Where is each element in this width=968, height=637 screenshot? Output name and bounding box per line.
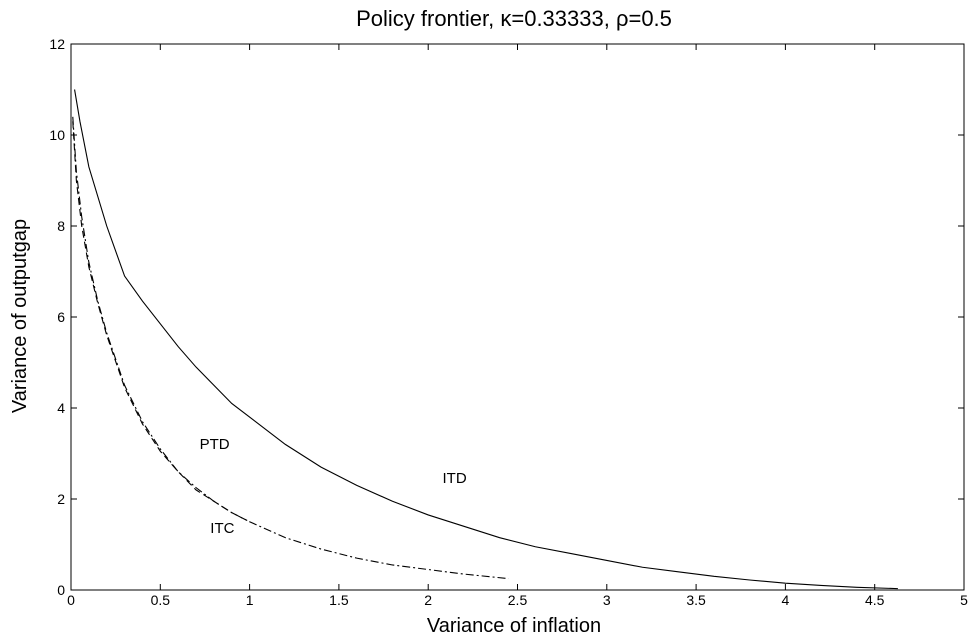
x-tick-label: 4: [782, 592, 790, 608]
x-tick-label: 2.5: [508, 592, 528, 608]
x-tick-label: 0: [67, 592, 75, 608]
annotation-itd: ITD: [442, 470, 466, 487]
chart-title: Policy frontier, κ=0.33333, ρ=0.5: [356, 6, 672, 31]
x-tick-label: 0.5: [151, 592, 171, 608]
x-tick-label: 3: [603, 592, 611, 608]
annotation-itc: ITC: [210, 520, 234, 537]
y-tick-label: 8: [57, 218, 65, 234]
x-tick-label: 1: [246, 592, 254, 608]
series-line-itd: [74, 89, 898, 590]
x-tick-label: 3.5: [686, 592, 706, 608]
x-tick-label: 4.5: [865, 592, 885, 608]
y-tick-label: 6: [57, 309, 65, 325]
series-line-itc: [72, 116, 509, 580]
plot-frame: [70, 43, 965, 591]
annotation-ptd: PTD: [200, 436, 230, 453]
series-layer: [72, 89, 898, 590]
x-tick-label: 1.5: [329, 592, 349, 608]
plot-area: 0 0.5 1 1.5 2 2.5 3 3.5 4 4.5 5 0 2 4 6 8 10 12 PTD ITD ITC: [49, 36, 968, 608]
axis-ticks: 0 0.5 1 1.5 2 2.5 3 3.5 4 4.5 5 0 2 4 6 8 10 12: [49, 36, 968, 608]
y-tick-label: 2: [57, 491, 65, 507]
x-axis-label: Variance of inflation: [427, 615, 601, 637]
y-tick-label: 12: [49, 36, 65, 52]
y-tick-label: 4: [57, 400, 65, 416]
y-tick-label: 0: [57, 582, 65, 598]
annotation-layer: PTD ITD ITC: [200, 436, 467, 537]
series-line-ptd: [72, 121, 250, 523]
y-axis-label: Variance of outputgap: [9, 219, 31, 413]
x-tick-label: 5: [960, 592, 968, 608]
x-tick-label: 2: [424, 592, 432, 608]
y-tick-label: 10: [49, 127, 65, 143]
